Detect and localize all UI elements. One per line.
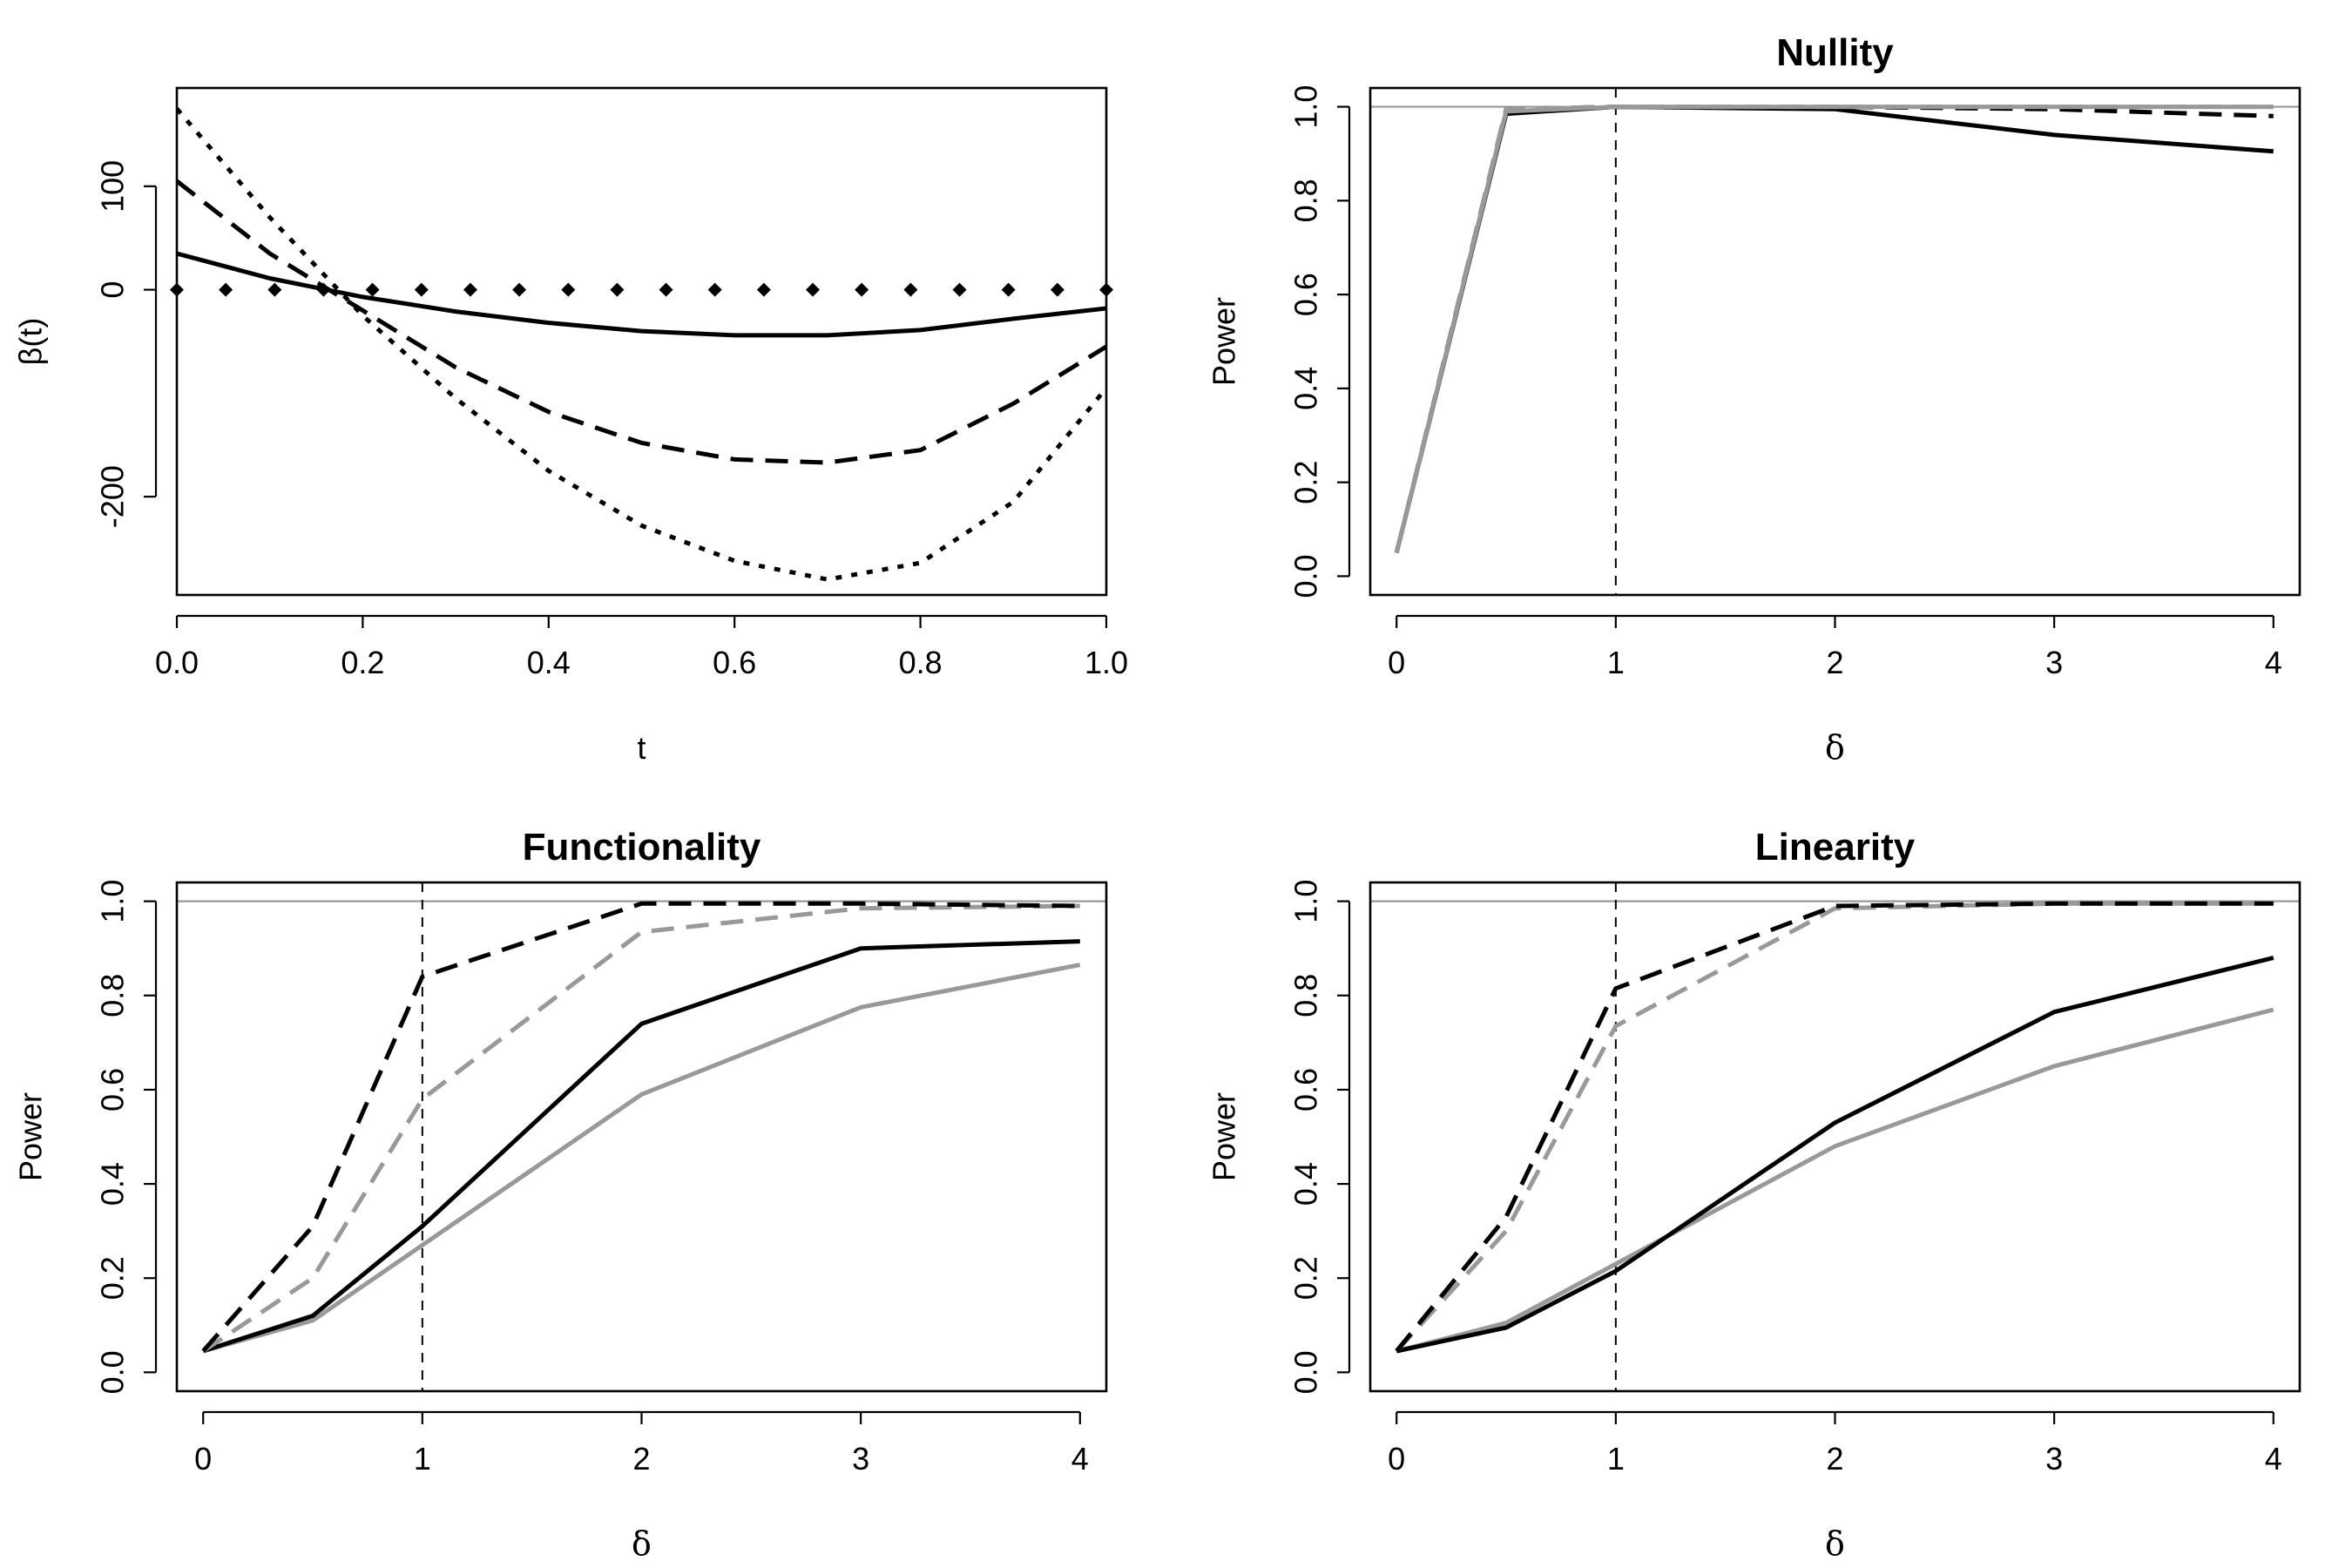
chart-top-left-series-1-point-11 (659, 282, 673, 297)
chart-top-left-series-1-point-10 (610, 282, 625, 297)
chart-top-left-x-tick-label: 0.6 (713, 645, 756, 680)
chart-bottom-right-y-tick-label: 0.8 (1288, 974, 1324, 1017)
chart-bottom-right-y-tick-label: 0.0 (1288, 1350, 1324, 1394)
chart-bottom-right-x-tick-label: 4 (2265, 1441, 2282, 1477)
chart-top-left-y-axis-title: β(t) (13, 318, 49, 366)
chart-top-right-series-4 (1394, 105, 2274, 554)
chart-bottom-left-y-tick-label: 0.4 (95, 1162, 131, 1206)
chart-bottom-right-x-tick-label: 2 (1826, 1441, 1843, 1477)
chart-top-right-y-axis-title: Power (1206, 297, 1242, 386)
chart-top-left-x-tick-label: 0.4 (527, 645, 571, 680)
chart-bottom-right-y-tick-label: 0.6 (1288, 1068, 1324, 1112)
chart-bottom-left-y-tick-label: 0.0 (95, 1350, 131, 1394)
chart-bottom-left-y-tick-label: 0.2 (95, 1256, 131, 1300)
chart-bottom-right-x-tick-label: 0 (1388, 1441, 1405, 1477)
chart-top-right-y-tick-label: 0.6 (1288, 273, 1324, 316)
chart-top-left-y-tick-label: -200 (95, 465, 131, 528)
chart-bottom-left: 0 1 2 3 4 0.0 0.2 0.4 0.6 0.8 1.0 δ Power Functionali… (13, 826, 1108, 1563)
chart-bottom-left-x-tick-label: 4 (1071, 1441, 1089, 1477)
chart-bottom-left-x-tick-label: 1 (414, 1441, 431, 1477)
chart-bottom-right-x-tick-label: 1 (1607, 1441, 1625, 1477)
chart-bottom-right: 0 1 2 3 4 0.0 0.2 0.4 0.6 0.8 1.0 δ Power Linearity (1206, 826, 2301, 1563)
chart-top-right-y-tick-label: 0.2 (1288, 461, 1324, 504)
chart-top-right-plot-box (1369, 86, 2301, 597)
chart-top-left-plot-box (175, 86, 1108, 597)
chart-top-left-series-1-point-6 (414, 282, 429, 297)
chart-bottom-left-y-tick-label: 0.8 (95, 974, 131, 1017)
chart-bottom-left-y-axis-title: Power (13, 1092, 49, 1181)
chart-bottom-right-series-1 (1396, 1007, 2274, 1354)
chart-top-left-series-1-point-9 (561, 282, 576, 297)
chart-top-right-x-tick-label: 1 (1607, 645, 1625, 680)
chart-top-right-title: Nullity (1776, 31, 1894, 74)
chart-top-left-series-1-point-17 (952, 282, 967, 297)
chart-top-left-series-1-point-7 (463, 282, 477, 297)
chart-bottom-left-x-axis-title: δ (632, 1524, 652, 1563)
chart-top-right-y-tick-label: 0.4 (1288, 367, 1324, 410)
chart-bottom-left-series-2 (202, 939, 1080, 1354)
chart-top-left-series-1-point-13 (756, 282, 771, 297)
chart-top-left-series-1-point-14 (806, 282, 821, 297)
chart-top-right-x-tick-label: 2 (1826, 645, 1843, 680)
chart-top-right-y-tick-label: 1.0 (1288, 85, 1324, 129)
chart-top-left-series-1-point-16 (903, 282, 918, 297)
chart-bottom-right-x-tick-label: 3 (2045, 1441, 2063, 1477)
chart-bottom-left-series-3 (201, 903, 1080, 1354)
chart-bottom-left-y-tick-label: 0.6 (95, 1068, 131, 1112)
chart-top-left-series-1-point-15 (855, 282, 869, 297)
chart-bottom-right-series-4 (1395, 901, 2274, 1353)
chart-bottom-left-y-tick-label: 1.0 (95, 880, 131, 923)
chart-bottom-right-y-tick-label: 1.0 (1288, 880, 1324, 923)
chart-bottom-left-x-tick-label: 3 (852, 1441, 869, 1477)
chart-top-right-y-tick-label: 0.8 (1288, 179, 1324, 222)
chart-bottom-left-series-4 (201, 901, 1080, 1353)
chart-top-left-x-tick-label: 0.0 (155, 645, 199, 680)
chart-top-left-series-1-point-12 (707, 282, 722, 297)
chart-bottom-left-series-1 (202, 963, 1081, 1354)
chart-top-left-x-tick-label: 0.8 (899, 645, 943, 680)
chart-bottom-right-y-axis-title: Power (1206, 1092, 1242, 1181)
chart-bottom-right-series-2 (1396, 956, 2274, 1354)
chart-top-left-series-1-point-19 (1050, 282, 1064, 297)
chart-top-left: 0.0 0.2 0.4 0.6 0.8 1.0 100 0 -200 t β(t) (13, 86, 1128, 766)
chart-top-left-series-1-point-18 (1001, 282, 1016, 297)
chart-top-left-series-1-point-2 (219, 282, 233, 297)
chart-top-left-y-tick-label: 100 (95, 160, 131, 213)
chart-bottom-left-x-tick-label: 2 (632, 1441, 650, 1477)
chart-top-left-series-1-point-3 (267, 282, 282, 297)
chart-top-right-x-tick-label: 3 (2045, 645, 2063, 680)
chart-bottom-right-x-axis-title: δ (1825, 1524, 1845, 1563)
chart-top-left-x-axis-title: t (637, 730, 645, 766)
chart-top-left-series-1-point-8 (512, 282, 527, 297)
chart-top-left-y-tick-label: 0 (95, 281, 131, 299)
chart-bottom-right-y-tick-label: 0.4 (1288, 1162, 1324, 1206)
chart-top-right-x-tick-label: 0 (1388, 645, 1405, 680)
chart-bottom-left-title: Functionality (523, 826, 761, 868)
chart-top-left-series-1-point-5 (365, 282, 380, 297)
chart-top-right: 0 1 2 3 4 0.0 0.2 0.4 0.6 0.8 1.0 δ Power Nullity (1206, 31, 2301, 767)
chart-bottom-right-title: Linearity (1755, 826, 1916, 868)
chart-bottom-right-y-tick-label: 0.2 (1288, 1256, 1324, 1300)
chart-top-left-x-tick-label: 0.2 (341, 645, 384, 680)
chart-bottom-right-plot-box (1369, 881, 2301, 1393)
chart-bottom-left-x-tick-label: 0 (194, 1441, 212, 1477)
chart-top-left-x-tick-label: 1.0 (1085, 645, 1128, 680)
chart-top-left-series-3 (177, 179, 1106, 465)
chart-top-right-x-tick-label: 4 (2265, 645, 2282, 680)
chart-top-left-series-4 (177, 107, 1106, 582)
chart-bottom-left-plot-box (175, 881, 1108, 1393)
chart-top-right-y-tick-label: 0.0 (1288, 554, 1324, 598)
chart-top-right-x-axis-title: δ (1825, 728, 1845, 767)
